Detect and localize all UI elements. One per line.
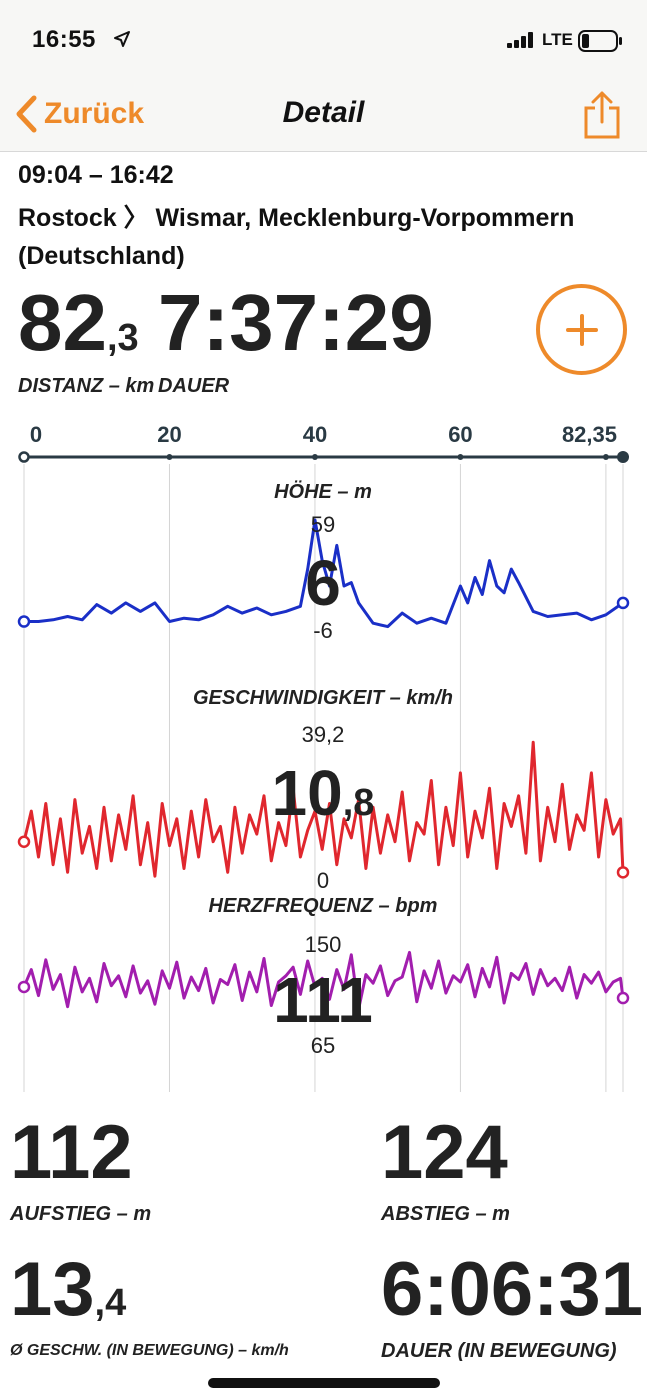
distance-tick-label: 82,35 <box>562 422 617 447</box>
speed-start-point <box>17 835 31 848</box>
back-label: Zurück <box>44 97 145 130</box>
distance-tick-label: 0 <box>30 422 42 447</box>
axis-end-marker <box>617 451 629 463</box>
axis-tick-marker <box>166 454 173 460</box>
chevron-left-icon <box>16 95 37 133</box>
axis-start-marker <box>18 451 30 463</box>
share-icon[interactable] <box>582 90 622 140</box>
home-indicator <box>208 1378 440 1388</box>
avg-speed-label: Ø GESCHW. (IN BEWEGUNG) – km/h <box>10 1342 289 1359</box>
network-type: LTE <box>542 30 573 49</box>
page-title: Detail <box>282 96 365 129</box>
moving-time-value: 6:06:31 <box>381 1247 643 1332</box>
altitude-end-point <box>616 596 630 610</box>
descent-value: 124 <box>381 1110 508 1195</box>
axis-tick-marker <box>311 454 318 460</box>
navigation-bar: Zurück Detail <box>0 80 647 152</box>
altitude-start-point <box>17 615 31 628</box>
heart-rate-current-value: 111 <box>273 964 373 1036</box>
altitude-current-value: 6 <box>305 547 341 619</box>
speed-series-line <box>22 740 625 878</box>
distance-int: 82 <box>18 278 107 367</box>
altitude-chart-title: HÖHE – m <box>274 480 372 503</box>
altitude-y-min-label: -6 <box>313 618 333 643</box>
speed-y-max-label: 39,2 <box>302 722 345 747</box>
speed-y-min-label: 0 <box>317 868 329 893</box>
speed-current-int: 10 <box>272 757 343 829</box>
descent-label: ABSTIEG – m <box>381 1203 510 1225</box>
back-button[interactable]: Zurück <box>14 92 144 136</box>
speed-chart-title: GESCHWINDIGKEIT – km/h <box>193 687 453 709</box>
battery-icon <box>578 30 622 52</box>
speed-current-value: 10,8 <box>272 757 375 829</box>
distance-dec: ,3 <box>106 317 139 359</box>
heart-rate-start-point <box>17 980 31 994</box>
avg-speed-value: 13,4 <box>10 1252 126 1341</box>
distance-value: 82,3 <box>18 283 139 378</box>
signal-icon <box>507 32 533 48</box>
altitude-y-max-label: 59 <box>311 512 335 537</box>
trip-time-range: 09:04 – 16:42 <box>18 161 174 189</box>
heart-rate-y-min-label: 65 <box>311 1033 335 1058</box>
duration-value: 7:37:29 <box>158 278 434 367</box>
status-bar: 16:55 LTE <box>0 0 647 80</box>
heart-rate-y-max-label: 150 <box>305 932 342 957</box>
duration-label: DAUER <box>158 375 230 397</box>
add-button[interactable] <box>536 284 627 375</box>
status-time: 16:55 <box>32 26 96 53</box>
moving-time-label: DAUER (IN BEWEGUNG) <box>381 1340 617 1362</box>
altitude-series-line <box>24 518 624 629</box>
location-arrow-icon <box>114 31 130 47</box>
avg-speed-dec: ,4 <box>94 1282 127 1324</box>
distance-tick-label: 40 <box>303 422 327 447</box>
heart-rate-chart-title: HERZFREQUENZ – bpm <box>209 895 438 917</box>
avg-speed-int: 13 <box>10 1247 95 1332</box>
trip-route: Rostock 〉 Wismar, Mecklenburg-Vorpommern… <box>18 204 575 270</box>
ascent-label: AUFSTIEG – m <box>10 1203 152 1225</box>
distance-label: DISTANZ – km <box>18 375 155 397</box>
distance-tick-label: 60 <box>448 422 472 447</box>
plus-icon <box>565 313 598 346</box>
heart-rate-series-line <box>22 950 625 1011</box>
axis-tick-marker <box>457 454 464 460</box>
speed-current-dec: ,8 <box>343 782 375 824</box>
heart-rate-end-point <box>616 991 630 1005</box>
ascent-value: 112 <box>10 1110 133 1195</box>
speed-end-point <box>616 866 630 879</box>
distance-tick-label: 20 <box>157 422 181 447</box>
axis-tick-marker <box>602 454 609 460</box>
